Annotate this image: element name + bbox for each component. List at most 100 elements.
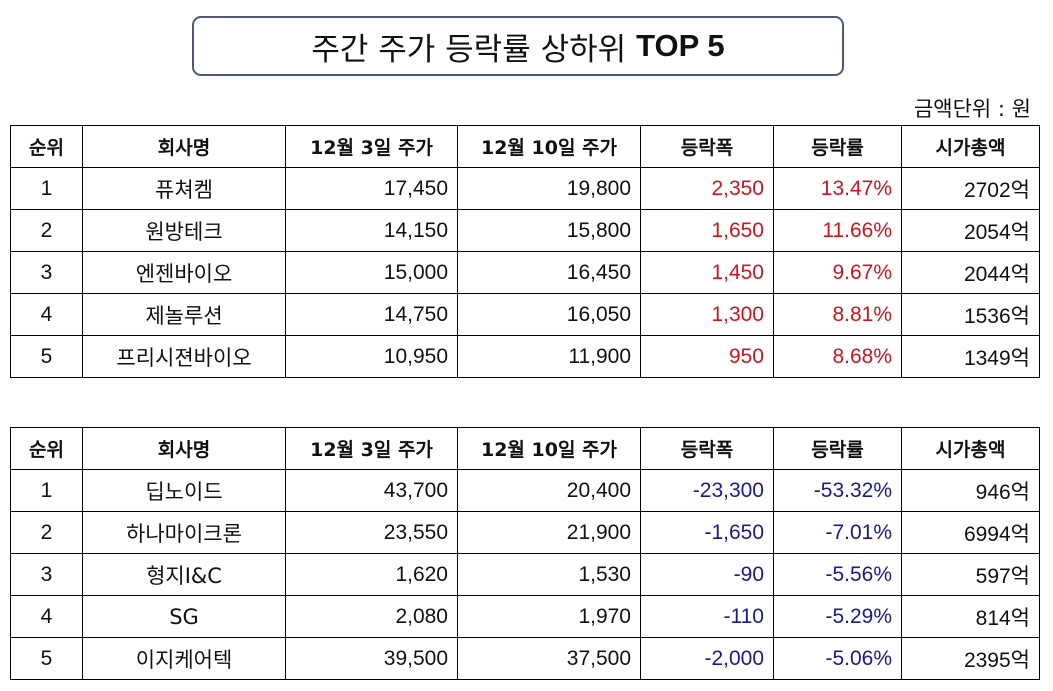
price-dec3-cell: 23,550 xyxy=(285,511,458,554)
table-row: 5 이지케어텍 39,500 37,500 -2,000 -5.06% 2395… xyxy=(10,637,1040,680)
price-dec3-cell: 14,150 xyxy=(285,209,458,252)
change-cell: -1,650 xyxy=(640,511,774,554)
rank-cell: 5 xyxy=(10,637,83,680)
header-market-cap: 시가총액 xyxy=(901,427,1040,470)
change-rate-cell: -5.06% xyxy=(773,637,902,680)
table-row: 2 원방테크 14,150 15,800 1,650 11.66% 2054억 xyxy=(10,209,1040,252)
rank-cell: 1 xyxy=(10,167,83,210)
price-dec3-cell: 10,950 xyxy=(285,335,458,378)
company-cell: 형지I&C xyxy=(82,553,286,596)
top-losers-table: 순위 회사명 12월 3일 주가 12월 10일 주가 등락폭 등락률 시가총액… xyxy=(10,427,1040,680)
change-cell: 1,300 xyxy=(640,293,774,336)
price-dec10-cell: 1,530 xyxy=(457,553,641,596)
price-dec10-cell: 21,900 xyxy=(457,511,641,554)
market-cap-cell: 597억 xyxy=(901,553,1040,596)
price-dec3-cell: 15,000 xyxy=(285,251,458,294)
company-cell: 원방테크 xyxy=(82,209,286,252)
header-price-dec3: 12월 3일 주가 xyxy=(285,427,458,470)
change-cell: -90 xyxy=(640,553,774,596)
price-dec3-cell: 14,750 xyxy=(285,293,458,336)
table-row: 4 제놀루션 14,750 16,050 1,300 8.81% 1536억 xyxy=(10,293,1040,336)
change-rate-cell: -5.29% xyxy=(773,595,902,638)
market-cap-cell: 1349억 xyxy=(901,335,1040,378)
company-cell: 퓨쳐켐 xyxy=(82,167,286,210)
company-cell: 하나마이크론 xyxy=(82,511,286,554)
price-dec10-cell: 37,500 xyxy=(457,637,641,680)
change-cell: 1,650 xyxy=(640,209,774,252)
rank-cell: 3 xyxy=(10,553,83,596)
price-dec10-cell: 1,970 xyxy=(457,595,641,638)
header-change: 등락폭 xyxy=(640,427,774,470)
market-cap-cell: 2395억 xyxy=(901,637,1040,680)
price-dec3-cell: 39,500 xyxy=(285,637,458,680)
rank-cell: 2 xyxy=(10,209,83,252)
change-rate-cell: 8.68% xyxy=(773,335,902,378)
change-cell: -23,300 xyxy=(640,469,774,512)
rank-cell: 1 xyxy=(10,469,83,512)
market-cap-cell: 814억 xyxy=(901,595,1040,638)
title-korean: 주간 주가 등락률 상하위 xyxy=(311,31,627,68)
header-price-dec10: 12월 10일 주가 xyxy=(457,125,641,168)
rank-cell: 4 xyxy=(10,293,83,336)
change-cell: 1,450 xyxy=(640,251,774,294)
price-dec10-cell: 16,450 xyxy=(457,251,641,294)
price-dec10-cell: 20,400 xyxy=(457,469,641,512)
change-cell: -110 xyxy=(640,595,774,638)
price-dec3-cell: 1,620 xyxy=(285,553,458,596)
table-row: 1 딥노이드 43,700 20,400 -23,300 -53.32% 946… xyxy=(10,469,1040,512)
market-cap-cell: 2044억 xyxy=(901,251,1040,294)
change-rate-cell: -5.56% xyxy=(773,553,902,596)
header-company: 회사명 xyxy=(82,125,286,168)
change-rate-cell: -53.32% xyxy=(773,469,902,512)
change-rate-cell: 9.67% xyxy=(773,251,902,294)
price-dec3-cell: 17,450 xyxy=(285,167,458,210)
change-rate-cell: 13.47% xyxy=(773,167,902,210)
market-cap-cell: 946억 xyxy=(901,469,1040,512)
change-rate-cell: 11.66% xyxy=(773,209,902,252)
top-gainers-table: 순위 회사명 12월 3일 주가 12월 10일 주가 등락폭 등락률 시가총액… xyxy=(10,125,1040,378)
price-dec10-cell: 16,050 xyxy=(457,293,641,336)
market-cap-cell: 6994억 xyxy=(901,511,1040,554)
price-dec10-cell: 11,900 xyxy=(457,335,641,378)
rank-cell: 3 xyxy=(10,251,83,294)
table-header-row: 순위 회사명 12월 3일 주가 12월 10일 주가 등락폭 등락률 시가총액 xyxy=(10,125,1040,168)
change-rate-cell: -7.01% xyxy=(773,511,902,554)
header-rank: 순위 xyxy=(10,125,83,168)
company-cell: 엔젠바이오 xyxy=(82,251,286,294)
price-dec3-cell: 43,700 xyxy=(285,469,458,512)
table-row: 3 형지I&C 1,620 1,530 -90 -5.56% 597억 xyxy=(10,553,1040,596)
table-row: 1 퓨쳐켐 17,450 19,800 2,350 13.47% 2702억 xyxy=(10,167,1040,210)
header-price-dec10: 12월 10일 주가 xyxy=(457,427,641,470)
company-cell: 프리시젼바이오 xyxy=(82,335,286,378)
header-rank: 순위 xyxy=(10,427,83,470)
page-title: 주간 주가 등락률 상하위 TOP 5 xyxy=(192,16,844,76)
rank-cell: 5 xyxy=(10,335,83,378)
header-change-rate: 등락률 xyxy=(773,125,902,168)
header-company: 회사명 xyxy=(82,427,286,470)
table-row: 3 엔젠바이오 15,000 16,450 1,450 9.67% 2044억 xyxy=(10,251,1040,294)
table-row: 4 SG 2,080 1,970 -110 -5.29% 814억 xyxy=(10,595,1040,638)
header-change-rate: 등락률 xyxy=(773,427,902,470)
company-cell: 제놀루션 xyxy=(82,293,286,336)
rank-cell: 2 xyxy=(10,511,83,554)
price-dec3-cell: 2,080 xyxy=(285,595,458,638)
price-dec10-cell: 19,800 xyxy=(457,167,641,210)
title-english: TOP 5 xyxy=(636,28,725,63)
change-rate-cell: 8.81% xyxy=(773,293,902,336)
header-price-dec3: 12월 3일 주가 xyxy=(285,125,458,168)
price-dec10-cell: 15,800 xyxy=(457,209,641,252)
change-cell: 950 xyxy=(640,335,774,378)
rank-cell: 4 xyxy=(10,595,83,638)
table-header-row: 순위 회사명 12월 3일 주가 12월 10일 주가 등락폭 등락률 시가총액 xyxy=(10,427,1040,470)
company-cell: 이지케어텍 xyxy=(82,637,286,680)
market-cap-cell: 2054억 xyxy=(901,209,1040,252)
change-cell: -2,000 xyxy=(640,637,774,680)
change-cell: 2,350 xyxy=(640,167,774,210)
table-row: 2 하나마이크론 23,550 21,900 -1,650 -7.01% 699… xyxy=(10,511,1040,554)
market-cap-cell: 1536억 xyxy=(901,293,1040,336)
company-cell: SG xyxy=(82,595,286,638)
header-change: 등락폭 xyxy=(640,125,774,168)
header-market-cap: 시가총액 xyxy=(901,125,1040,168)
market-cap-cell: 2702억 xyxy=(901,167,1040,210)
unit-label: 금액단위 : 원 xyxy=(913,97,1031,121)
